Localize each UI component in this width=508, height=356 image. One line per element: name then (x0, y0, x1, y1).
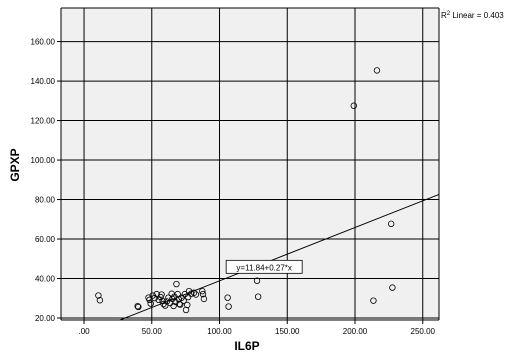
x-tick-label: 250.00 (411, 327, 436, 336)
y-tick-label: 140.00 (31, 77, 56, 86)
y-tick-label: 40.00 (35, 275, 56, 284)
x-tick-label: 100.00 (207, 327, 232, 336)
y-tick-label: 60.00 (35, 235, 56, 244)
x-axis-label: IL6P (234, 339, 259, 353)
y-tick-label: 20.00 (35, 314, 56, 323)
x-tick-label: 200.00 (343, 327, 368, 336)
y-tick-label: 120.00 (31, 117, 56, 126)
y-tick-label: 160.00 (31, 38, 56, 47)
x-tick-labels: .00 50.00 100.00 150.00 200.00 250.00 (78, 327, 435, 336)
y-tick-labels: 20.00 40.00 60.00 80.00 100.00 120.00 140.00 16… (31, 38, 56, 323)
r2-suffix: Linear = 0.403 (450, 11, 504, 20)
x-tick-label: 150.00 (275, 327, 300, 336)
y-tick-label: 100.00 (31, 156, 56, 165)
y-tick-label: 80.00 (35, 196, 56, 205)
y-axis-label: GPXP (8, 148, 22, 181)
x-tick-label: 50.00 (142, 327, 163, 336)
fit-equation-label: y=11.84+0.27*x (236, 263, 291, 272)
r2-annotation: R2 Linear = 0.403 (441, 11, 504, 20)
x-tick-label: .00 (78, 327, 90, 336)
